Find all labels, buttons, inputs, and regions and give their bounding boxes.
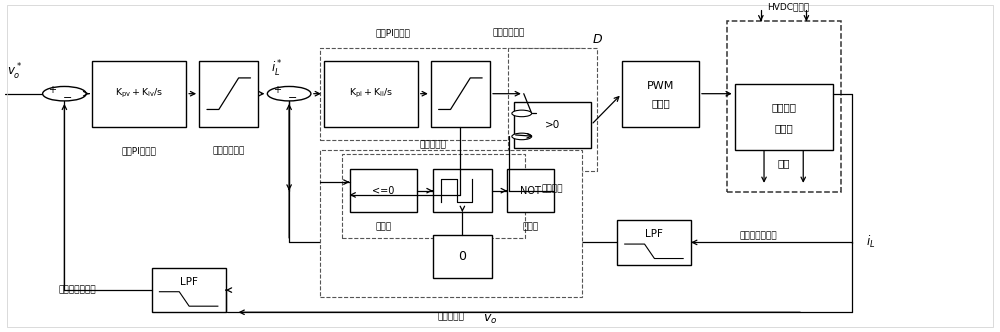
Bar [507,169,554,212]
Bar [508,48,597,171]
Text: −: − [287,93,297,103]
Text: 外环饱和环节: 外环饱和环节 [213,147,245,156]
Text: 发生器: 发生器 [651,99,670,109]
Bar [342,154,525,238]
Text: PWM: PWM [647,81,674,91]
Text: LPF: LPF [180,277,198,287]
Text: $\mathrm{K_{pi}+K_{ii}/s}$: $\mathrm{K_{pi}+K_{ii}/s}$ [349,87,393,100]
Bar [152,268,226,312]
Text: 0: 0 [458,250,466,263]
Bar [431,61,490,126]
Bar [514,102,591,148]
Text: HVDC传输线: HVDC传输线 [768,2,810,11]
Text: +: + [273,85,281,95]
Circle shape [512,133,532,140]
Bar [199,61,258,126]
Text: $\mathrm{K_{pv}+K_{iv}/s}$: $\mathrm{K_{pv}+K_{iv}/s}$ [115,87,163,100]
Text: +: + [49,85,57,95]
Circle shape [512,110,532,117]
Text: $i_L$: $i_L$ [866,233,875,250]
Bar [320,149,582,297]
Text: 内环低通滤波器: 内环低通滤波器 [739,231,777,240]
Text: 内环饱和环节: 内环饱和环节 [493,28,525,38]
Circle shape [267,86,311,101]
Bar [727,21,841,192]
Text: 反向器: 反向器 [523,222,539,231]
Text: >0: >0 [545,120,560,130]
Text: 断路器: 断路器 [774,124,793,133]
Bar [433,169,492,212]
Text: 负载: 负载 [777,158,790,168]
Circle shape [43,86,86,101]
Text: −: − [63,93,72,103]
Bar [617,220,691,265]
Text: 外环低通滤波器: 外环低通滤波器 [58,286,96,294]
Text: 辅助控制器: 辅助控制器 [438,312,464,321]
Text: NOT: NOT [520,186,541,196]
Text: <=0: <=0 [372,186,394,196]
Text: $v_o^*$: $v_o^*$ [7,62,22,82]
Text: $v_o$: $v_o$ [483,313,497,326]
Text: 触发子系统: 触发子系统 [420,140,447,149]
Bar [735,84,833,149]
Bar [350,169,417,212]
Text: 选择开关: 选择开关 [542,185,563,194]
Bar [320,48,582,140]
Text: 高压直流: 高压直流 [771,102,796,112]
Text: LPF: LPF [645,229,663,239]
Text: 外环PI调节器: 外环PI调节器 [122,147,157,156]
Text: $i_L^*$: $i_L^*$ [271,59,283,79]
Bar [622,61,699,126]
Text: 比较器: 比较器 [375,222,391,231]
Text: $D$: $D$ [592,33,603,46]
Bar [324,61,418,126]
Bar [92,61,186,126]
Text: 内环PI调节器: 内环PI调节器 [376,28,411,38]
Bar [433,235,492,278]
